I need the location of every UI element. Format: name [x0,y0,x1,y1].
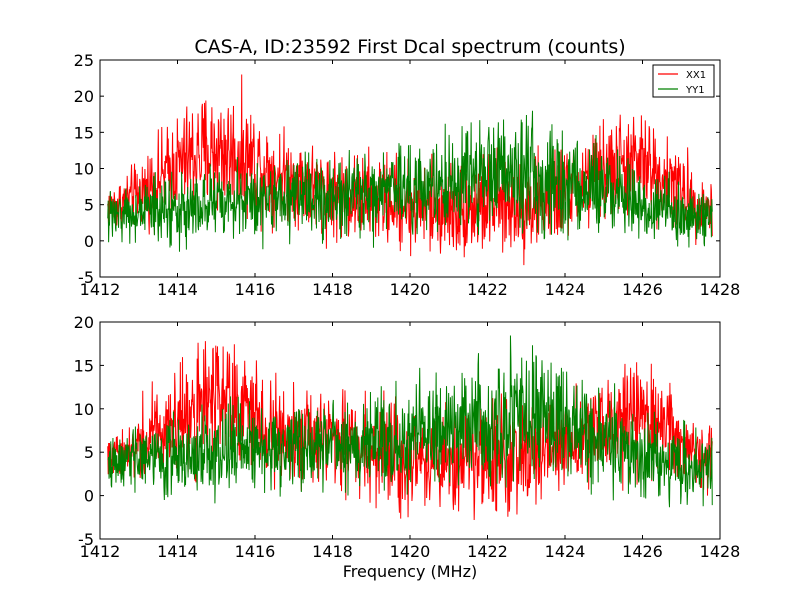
x-tick-label: 1418 [312,280,353,299]
series-line-yy1 [107,110,713,252]
x-tick-label: 1420 [390,280,431,299]
x-tick-label: 1426 [622,280,663,299]
x-tick-label: 1416 [235,280,276,299]
y-tick-label: 20 [74,313,94,332]
x-tick-label: 1428 [700,542,741,561]
legend-label-yy1: YY1 [685,85,705,96]
x-tick-label: 1428 [700,280,741,299]
y-tick-label: 15 [74,123,94,142]
chart-title: CAS-A, ID:23592 First Dcal spectrum (cou… [194,36,625,58]
y-tick-label: -5 [78,268,94,287]
y-tick-label: 5 [84,196,94,215]
bottom-panel: 1412 1414 1416 1418 1420 1422 1424 1426 1428 -5 0 5… [74,313,741,561]
series-line-yy1 [107,335,713,508]
y-tick-label: 20 [74,87,94,106]
x-tick-label: 1412 [80,280,121,299]
y-tick-label: 25 [74,51,94,70]
x-tick-label: 1424 [545,280,586,299]
x-tick-label: 1416 [235,542,276,561]
x-tick-label: 1418 [312,542,353,561]
y-tick-label: 10 [74,160,94,179]
y-tick-label: 0 [84,232,94,251]
x-tick-label: 1414 [157,542,198,561]
x-axis-label: Frequency (MHz) [343,562,477,581]
y-tick-label: 0 [84,487,94,506]
x-tick-label: 1422 [467,542,508,561]
x-tick-label: 1426 [622,542,663,561]
y-tick-label: 5 [84,443,94,462]
series-line-xx1 [107,74,713,266]
top-panel: 1412 1414 1416 1418 1420 1422 1424 1426 1428 -5 0 5… [74,51,741,299]
legend-label-xx1: XX1 [686,70,706,81]
x-tick-label: 1412 [80,542,121,561]
y-tick-label: 15 [74,356,94,375]
x-tick-label: 1424 [545,542,586,561]
y-tick-label: -5 [78,530,94,549]
x-tick-label: 1422 [467,280,508,299]
y-tick-label: 10 [74,400,94,419]
x-tick-label: 1420 [390,542,431,561]
x-tick-label: 1414 [157,280,198,299]
